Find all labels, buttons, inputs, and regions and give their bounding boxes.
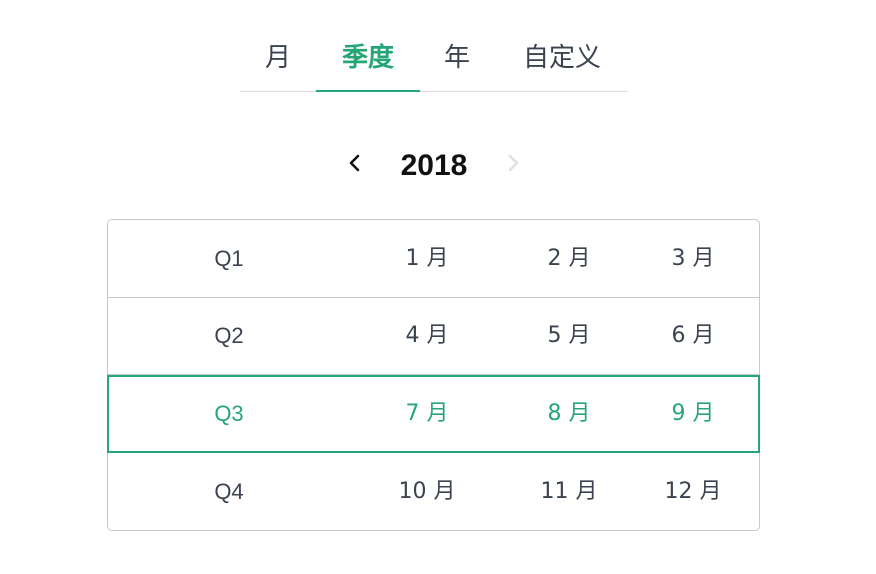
year-navigator: 2018	[330, 140, 540, 192]
quarter-table: Q1 1 月 2 月 3 月 Q2 4 月 5 月 6 月 Q3 7 月 8 月…	[107, 219, 760, 531]
month-cell[interactable]: 2 月	[547, 246, 591, 271]
tab-year[interactable]: 年	[443, 43, 470, 73]
quarter-row-q3[interactable]: Q3 7 月 8 月 9 月	[107, 375, 760, 453]
next-year-button[interactable]	[498, 148, 528, 178]
month-cell[interactable]: 7 月	[405, 401, 449, 426]
month-cell[interactable]: 9 月	[671, 401, 715, 426]
chevron-right-icon	[508, 154, 519, 172]
month-cell[interactable]: 3 月	[671, 246, 715, 271]
quarter-label: Q3	[214, 401, 244, 426]
chevron-left-icon	[349, 154, 360, 172]
year-label: 2018	[400, 149, 468, 182]
month-cell[interactable]: 5 月	[547, 323, 591, 348]
tab-quarter[interactable]: 季度	[341, 43, 394, 73]
tab-month[interactable]: 月	[264, 43, 291, 73]
quarter-row-q4[interactable]: Q4 10 月 11 月 12 月	[107, 453, 760, 531]
quarter-row-q2[interactable]: Q2 4 月 5 月 6 月	[107, 297, 760, 375]
month-cell[interactable]: 4 月	[405, 323, 449, 348]
month-cell[interactable]: 10 月	[398, 479, 456, 504]
month-cell[interactable]: 6 月	[671, 323, 715, 348]
quarter-label: Q1	[214, 246, 244, 271]
month-cell[interactable]: 1 月	[405, 246, 449, 271]
period-tabs: 月 季度 年 自定义	[240, 36, 628, 92]
month-cell[interactable]: 11 月	[540, 479, 598, 504]
month-cell[interactable]: 8 月	[547, 401, 591, 426]
quarter-row-q1[interactable]: Q1 1 月 2 月 3 月	[107, 220, 760, 298]
active-tab-indicator	[316, 90, 420, 92]
quarter-label: Q2	[214, 323, 244, 348]
month-cell[interactable]: 12 月	[664, 479, 722, 504]
quarter-label: Q4	[214, 479, 244, 504]
prev-year-button[interactable]	[340, 148, 370, 178]
tab-custom[interactable]: 自定义	[522, 43, 601, 73]
